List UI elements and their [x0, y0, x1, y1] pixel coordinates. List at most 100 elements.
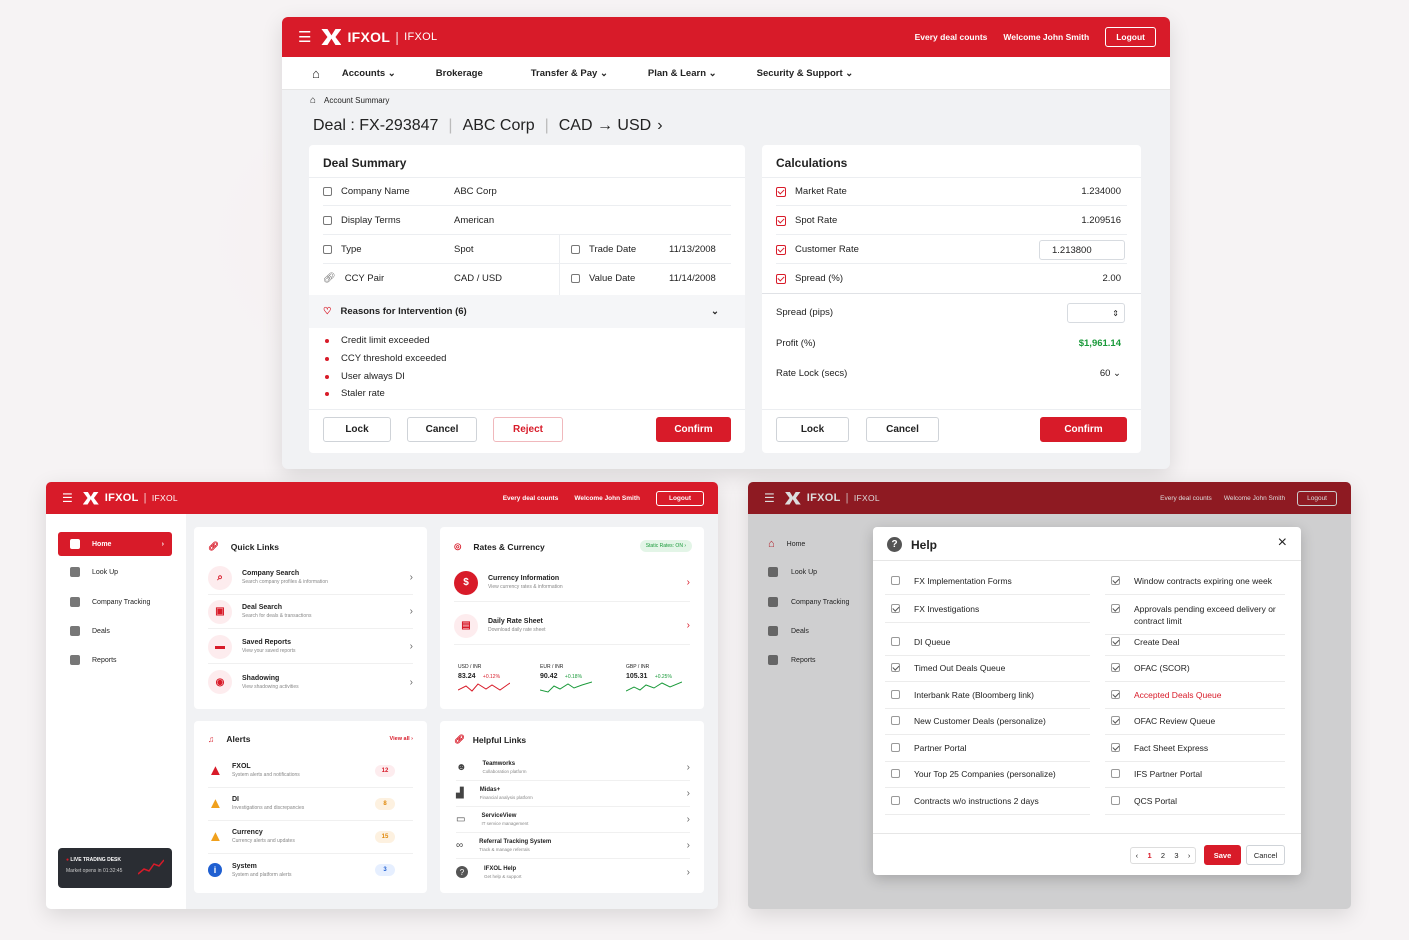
checkbox[interactable]: [1111, 796, 1120, 805]
rate-lock-select[interactable]: 60 ⌄: [1099, 368, 1121, 379]
quick-link-saved-reports[interactable]: ▬ Saved Reports View your saved reports ›: [208, 630, 413, 664]
sidebar-item-company-tracking[interactable]: Company Tracking: [58, 590, 172, 614]
view-all-link[interactable]: View all ›: [389, 736, 413, 742]
checkbox[interactable]: [891, 690, 900, 699]
page-3[interactable]: 3: [1174, 851, 1179, 860]
help-option-item[interactable]: IFS Partner Portal: [1111, 769, 1286, 780]
quick-link-deal-search[interactable]: ▣ Deal Search Search for deals & transacti…: [208, 595, 413, 629]
menu-icon[interactable]: ☰: [764, 491, 775, 505]
spread-pips-stepper[interactable]: ⇕: [1067, 303, 1125, 323]
helpful-link-midas[interactable]: ▟ Midas+ Financial analysis platform ›: [456, 781, 690, 807]
nav-accounts[interactable]: Accounts ⌄: [341, 67, 396, 79]
help-option-item[interactable]: FX Implementation Forms: [891, 576, 1091, 587]
checkbox[interactable]: [1111, 743, 1120, 752]
checkbox[interactable]: [1111, 604, 1120, 613]
help-option-item[interactable]: FX Investigations: [891, 604, 1091, 615]
checkbox[interactable]: [891, 743, 900, 752]
sidebar-item-look-up[interactable]: Look Up: [58, 560, 172, 584]
page-1[interactable]: 1: [1147, 851, 1152, 860]
logout-button[interactable]: Logout: [1297, 490, 1337, 506]
alert-currency[interactable]: ▲ Currency Currency alerts and updates 15: [208, 820, 413, 854]
help-option-item[interactable]: Partner Portal: [891, 743, 1091, 754]
help-option-item[interactable]: Fact Sheet Express: [1111, 743, 1286, 754]
logout-button[interactable]: Logout: [1105, 27, 1156, 47]
checkbox[interactable]: [891, 604, 900, 613]
menu-icon[interactable]: ☰: [298, 29, 312, 46]
sidebar-item-deals[interactable]: Deals: [768, 626, 809, 636]
help-option-item[interactable]: Your Top 25 Companies (personalize): [891, 769, 1091, 780]
live-trading-desk[interactable]: ● LIVE TRADING DESK Market opens in 01:3…: [58, 848, 172, 888]
help-option-item[interactable]: Timed Out Deals Queue: [891, 663, 1091, 674]
helpful-link-referral[interactable]: ∞ Referral Tracking System Track & manage …: [456, 833, 690, 859]
cancel-button[interactable]: Cancel: [866, 417, 939, 442]
alert-fxol[interactable]: ▲ FXOL System alerts and notifications 12: [208, 754, 413, 788]
checkbox[interactable]: [891, 637, 900, 646]
help-option-item[interactable]: OFAC (SCOR): [1111, 663, 1286, 674]
nav-security-support[interactable]: Security & Support ⌄: [756, 67, 854, 79]
sidebar-item-company-tracking[interactable]: Company Tracking: [768, 597, 849, 607]
currency-information-link[interactable]: $ Currency Information View currency rates…: [454, 564, 690, 602]
close-icon[interactable]: ×: [1277, 534, 1287, 551]
checkbox[interactable]: [891, 769, 900, 778]
logout-button[interactable]: Logout: [655, 490, 704, 506]
help-option-item[interactable]: Approvals pending exceed delivery or con…: [1111, 604, 1286, 627]
helpful-link-teamworks[interactable]: ☻ Teamworks Collaboration platform ›: [456, 755, 690, 781]
checkbox[interactable]: [891, 663, 900, 672]
checkbox[interactable]: [1111, 716, 1120, 725]
nav-brokerage[interactable]: Brokerage: [435, 67, 483, 79]
reasons-toggle[interactable]: ♡ Reasons for Intervention (6) ⌄: [309, 295, 745, 328]
sidebar-item-deals[interactable]: Deals: [58, 619, 172, 643]
sidebar-item-home[interactable]: ⌂ Home: [768, 538, 806, 550]
help-option-item[interactable]: Interbank Rate (Bloomberg link): [891, 690, 1091, 701]
reject-button[interactable]: Reject: [493, 417, 563, 442]
help-option-item[interactable]: Window contracts expiring one week: [1111, 576, 1286, 587]
nav-transfer-pay[interactable]: Transfer & Pay ⌄: [530, 67, 608, 79]
save-button[interactable]: Save: [1204, 845, 1241, 865]
sidebar-item-home[interactable]: Home ›: [58, 532, 172, 556]
help-option-item[interactable]: Contracts w/o instructions 2 days: [891, 796, 1091, 807]
checkbox[interactable]: [1111, 576, 1120, 585]
cancel-button[interactable]: Cancel: [1246, 845, 1285, 865]
sidebar-item-look-up[interactable]: Look Up: [768, 567, 817, 577]
checkbox[interactable]: [891, 576, 900, 585]
quick-link-shadowing[interactable]: ◉ Shadowing View shadowing activities ›: [208, 665, 413, 699]
confirm-button[interactable]: Confirm: [1040, 417, 1127, 442]
confirm-button[interactable]: Confirm: [656, 417, 731, 442]
market-rate-checkbox[interactable]: [776, 186, 786, 197]
menu-icon[interactable]: ☰: [62, 491, 73, 505]
static-rates-badge[interactable]: Static Rates: ON ›: [639, 540, 692, 552]
customer-rate-input[interactable]: 1.213800: [1039, 240, 1125, 260]
breadcrumb-text[interactable]: Account Summary: [324, 96, 390, 105]
helpful-link-ifxol-help[interactable]: ? IFXOL Help Get help & support ›: [456, 859, 690, 885]
next-page-button[interactable]: ›: [1187, 851, 1191, 860]
lock-button[interactable]: Lock: [776, 417, 849, 442]
help-option-item[interactable]: Create Deal: [1111, 637, 1286, 648]
sidebar-item-reports[interactable]: Reports: [768, 655, 816, 665]
help-option-item[interactable]: OFAC Review Queue: [1111, 716, 1286, 727]
checkbox[interactable]: [891, 716, 900, 725]
helpful-link-serviceview[interactable]: ▭ ServiceView IT service management ›: [456, 807, 690, 833]
chevron-down-icon[interactable]: ⌄: [711, 306, 719, 317]
home-icon[interactable]: ⌂: [312, 65, 320, 81]
help-option-item[interactable]: DI Queue: [891, 637, 1091, 648]
checkbox[interactable]: [1111, 663, 1120, 672]
nav-plan-learn[interactable]: Plan & Learn ⌄: [647, 67, 717, 79]
spread-checkbox[interactable]: [776, 273, 786, 284]
cancel-button[interactable]: Cancel: [407, 417, 477, 442]
page-2[interactable]: 2: [1160, 851, 1166, 860]
sidebar-item-reports[interactable]: Reports: [58, 648, 172, 672]
breadcrumb-home-icon[interactable]: ⌂: [310, 95, 317, 106]
lock-button[interactable]: Lock: [323, 417, 391, 442]
daily-rate-sheet-link[interactable]: ▤ Daily Rate Sheet Download daily rate she…: [454, 607, 690, 645]
prev-page-button[interactable]: ‹: [1135, 851, 1139, 860]
alert-di[interactable]: ▲ DI Investigations and discrepancies 8: [208, 787, 413, 821]
quick-link-company-search[interactable]: ⌕ Company Search Search company profiles &…: [208, 561, 413, 595]
checkbox[interactable]: [1111, 637, 1120, 646]
alert-system[interactable]: i System System and platform alerts 3: [208, 853, 413, 887]
spot-rate-checkbox[interactable]: [776, 215, 786, 226]
chevron-right-icon[interactable]: ›: [657, 117, 663, 134]
checkbox[interactable]: [1111, 769, 1120, 778]
help-option-item[interactable]: Accepted Deals Queue: [1111, 690, 1286, 701]
checkbox[interactable]: [891, 796, 900, 805]
customer-rate-checkbox[interactable]: [776, 244, 786, 255]
